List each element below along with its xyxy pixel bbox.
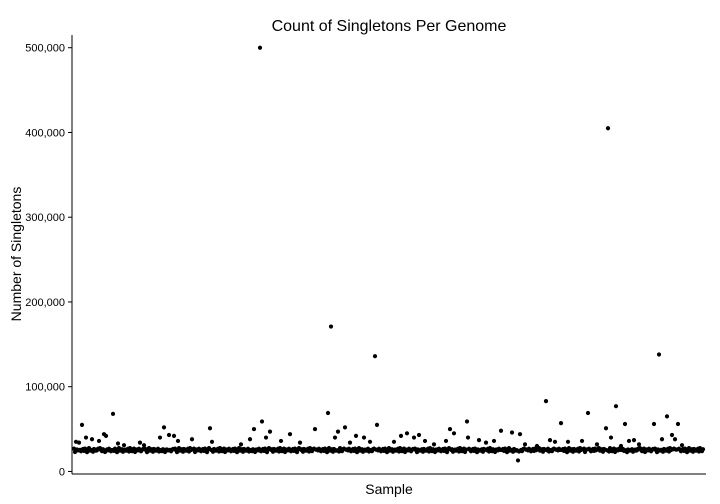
data-point	[443, 438, 449, 444]
data-point	[585, 410, 591, 416]
data-point	[656, 352, 662, 357]
data-point	[679, 443, 685, 448]
data-point	[372, 354, 378, 359]
data-point	[391, 439, 397, 444]
data-point	[404, 431, 410, 436]
x-axis-label: Sample	[365, 481, 413, 497]
data-point	[398, 433, 404, 438]
data-point	[110, 411, 116, 416]
data-point	[622, 421, 628, 427]
data-point	[79, 422, 85, 427]
data-points	[71, 45, 706, 463]
data-point	[287, 432, 293, 437]
data-point	[361, 435, 367, 440]
data-point	[579, 438, 585, 444]
data-point	[605, 126, 611, 131]
data-point	[335, 429, 341, 434]
data-point	[509, 430, 515, 435]
data-point	[257, 45, 263, 50]
data-point	[374, 422, 380, 427]
y-tick-label: 500,000	[25, 43, 65, 55]
data-point	[161, 425, 167, 430]
y-tick-label: 100,000	[25, 382, 65, 394]
data-point	[636, 442, 642, 447]
data-point	[209, 439, 215, 444]
data-point	[137, 440, 143, 445]
data-point	[603, 426, 609, 431]
data-point	[515, 458, 521, 463]
data-point	[651, 421, 657, 427]
y-tick-label: 200,000	[25, 297, 65, 309]
data-point	[247, 437, 253, 442]
data-point	[342, 425, 348, 430]
data-point	[171, 433, 177, 438]
data-point	[411, 435, 417, 440]
data-point	[491, 438, 497, 444]
data-point	[675, 421, 681, 427]
y-axis-label: Number of Singletons	[8, 187, 24, 322]
data-point	[332, 435, 338, 440]
data-point	[263, 435, 269, 440]
data-point	[517, 432, 523, 437]
data-point	[547, 438, 553, 443]
data-point	[141, 443, 147, 448]
data-point	[431, 442, 437, 447]
data-point	[626, 438, 632, 444]
data-point	[83, 435, 89, 440]
data-point	[267, 429, 273, 434]
data-point	[672, 437, 678, 442]
data-point	[121, 443, 127, 448]
data-point	[631, 438, 637, 443]
data-point	[483, 440, 489, 445]
data-point	[251, 426, 257, 432]
data-point	[312, 426, 318, 432]
data-point	[416, 432, 422, 438]
data-point	[189, 437, 195, 442]
y-tick-label: 300,000	[25, 212, 65, 224]
data-point	[613, 404, 619, 409]
data-point	[328, 324, 334, 329]
y-tick-label: 400,000	[25, 127, 65, 139]
data-point	[558, 421, 564, 426]
data-point	[278, 438, 284, 444]
data-point	[259, 419, 265, 424]
data-point	[498, 428, 504, 433]
data-point	[297, 440, 303, 445]
data-point	[664, 414, 670, 419]
data-point	[238, 442, 244, 447]
data-point	[618, 443, 624, 449]
data-point	[608, 435, 614, 440]
data-point	[594, 442, 600, 447]
data-point	[543, 399, 549, 404]
data-point	[552, 439, 558, 444]
data-point	[115, 441, 121, 446]
data-point	[659, 437, 665, 442]
data-point	[325, 410, 331, 416]
data-point	[464, 419, 470, 424]
data-point	[465, 435, 471, 440]
y-tick-label: 0	[59, 466, 65, 478]
data-point	[76, 440, 82, 445]
data-point	[166, 432, 172, 438]
data-point	[175, 438, 181, 444]
data-point	[422, 438, 428, 444]
data-point	[96, 438, 102, 444]
data-point	[447, 426, 453, 432]
data-point	[207, 426, 213, 431]
data-point	[522, 442, 528, 447]
data-point	[700, 447, 706, 452]
data-point	[103, 433, 109, 438]
data-point	[157, 435, 163, 440]
data-point	[89, 437, 95, 442]
data-point	[669, 432, 675, 438]
y-axis-ticks: 0 100,000 200,000 300,000 400,000 500,000	[25, 43, 72, 478]
data-point	[353, 433, 359, 438]
data-point	[451, 431, 457, 436]
data-point	[367, 439, 373, 444]
data-point	[565, 439, 571, 444]
data-point	[347, 440, 353, 445]
data-point	[476, 438, 482, 443]
chart-title: Count of Singletons Per Genome	[272, 18, 507, 35]
